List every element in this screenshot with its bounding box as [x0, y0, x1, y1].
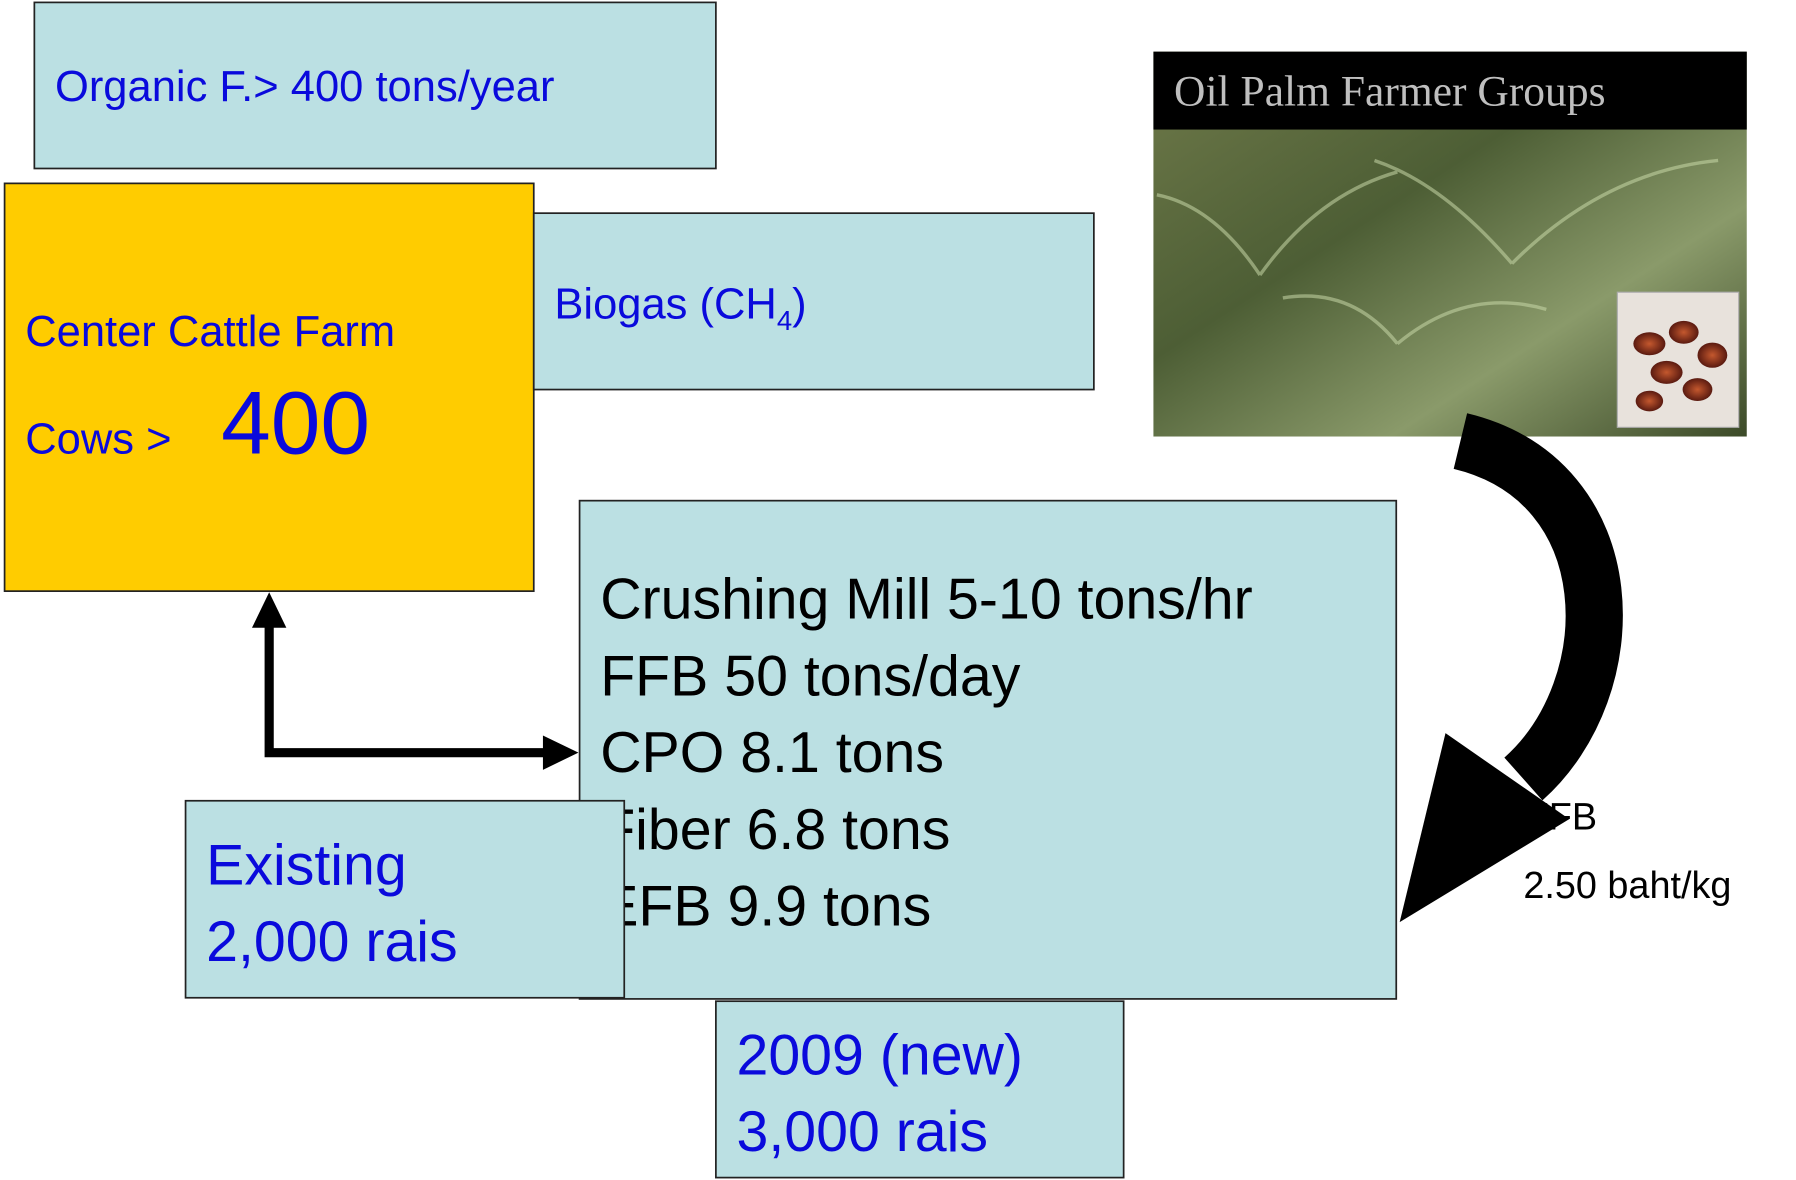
mill-line: FFB 50 tons/day	[600, 644, 1021, 708]
ffb-price: 2.50 baht/kg	[1523, 865, 1731, 907]
mill-line: CPO 8.1 tons	[600, 721, 944, 785]
new-line: 2009 (new)	[736, 1024, 1023, 1088]
arrowhead-right	[543, 735, 579, 769]
organic-text: Organic F.> 400 tons/year	[55, 63, 555, 111]
cows-value: 400	[221, 373, 370, 473]
mill-line: Crushing Mill 5-10 tons/hr	[600, 568, 1252, 632]
new-line: 3,000 rais	[736, 1100, 988, 1164]
mill-line: EFB 9.9 tons	[600, 875, 931, 939]
page: {"organic_box": {"text": "Organic F.> 40…	[0, 0, 1796, 1180]
arrowhead-up	[252, 592, 286, 628]
diagram: Organic F.> 400 tons/year Center Cattle …	[0, 0, 1796, 1180]
photo-caption: Oil Palm Farmer Groups	[1174, 67, 1605, 115]
cattle-farm-title: Center Cattle Farm	[25, 308, 395, 356]
cows-label: Cows >	[25, 416, 171, 464]
existing-line: Existing	[206, 833, 407, 897]
mill-line: Fiber 6.8 tons	[600, 798, 950, 862]
biogas-main: Biogas (CH	[554, 281, 777, 329]
existing-line: 2,000 rais	[206, 910, 458, 974]
ffb-label: FFB	[1526, 796, 1597, 838]
elbow-arrow	[269, 624, 547, 752]
curved-arrow	[1460, 441, 1594, 779]
biogas-subscript: 4	[777, 305, 792, 336]
biogas-text: Biogas (CH4)	[554, 281, 806, 336]
biogas-end: )	[792, 281, 807, 329]
